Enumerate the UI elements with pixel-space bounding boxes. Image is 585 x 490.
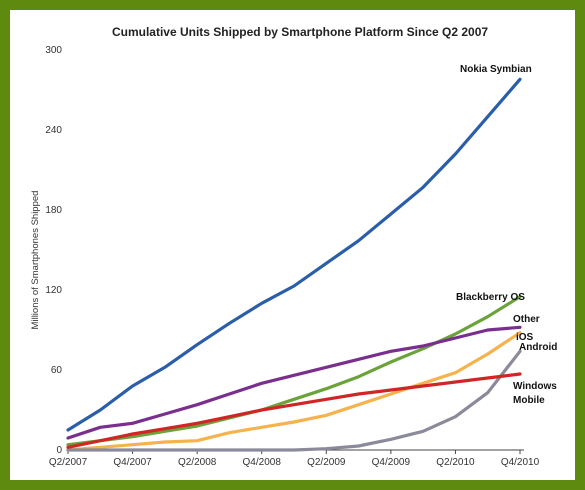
y-tick-label: 180 [45, 205, 62, 216]
x-tick-label: Q2/2008 [178, 457, 217, 468]
chart-frame: Cumulative Units Shipped by Smartphone P… [10, 10, 575, 480]
x-tick-label: Q2/2010 [436, 457, 475, 468]
series-line-ios [66, 331, 522, 452]
x-tick-label: Q4/2009 [372, 457, 411, 468]
series-lines [66, 77, 522, 452]
y-tick-label: 240 [45, 125, 62, 136]
y-tick-label: 60 [51, 365, 63, 376]
series-label-android: Android [519, 342, 557, 353]
series-label-ios: iOS [516, 332, 534, 343]
x-tick-label: Q2/2007 [49, 457, 88, 468]
series-line-other [66, 325, 522, 440]
series-line-blackberry-os [66, 295, 522, 447]
series-label-blackberry-os: Blackberry OS [456, 292, 525, 303]
x-tick-label: Q4/2007 [113, 457, 152, 468]
series-label-other: Other [513, 314, 540, 325]
series-label-windows-mobile: Mobile [513, 395, 545, 406]
line-chart: Cumulative Units Shipped by Smartphone P… [30, 25, 557, 468]
series-line-android [66, 349, 522, 452]
y-tick-label: 120 [45, 285, 62, 296]
series-line-windows-mobile [66, 372, 522, 449]
series-labels: Nokia Symbian Blackberry OS Other iOSAndroi… [456, 64, 557, 406]
series-label-windows-mobile: Windows [513, 381, 557, 392]
y-tick-label: 0 [56, 445, 62, 456]
y-axis-label: Millions of Smartphones Shipped [30, 191, 41, 330]
x-tick-label: Q2/2009 [307, 457, 346, 468]
series-label-nokia-symbian: Nokia Symbian [460, 64, 532, 75]
series-line-nokia-symbian [66, 77, 522, 432]
y-tick-label: 300 [45, 45, 62, 56]
x-tick-label: Q4/2010 [501, 457, 540, 468]
axes: 0 60 120 180 240 300 Q2/2007 Q4/2007 Q2/2008 Q4/2… [45, 45, 539, 468]
x-tick-label: Q4/2008 [243, 457, 282, 468]
chart-title: Cumulative Units Shipped by Smartphone P… [112, 25, 488, 39]
